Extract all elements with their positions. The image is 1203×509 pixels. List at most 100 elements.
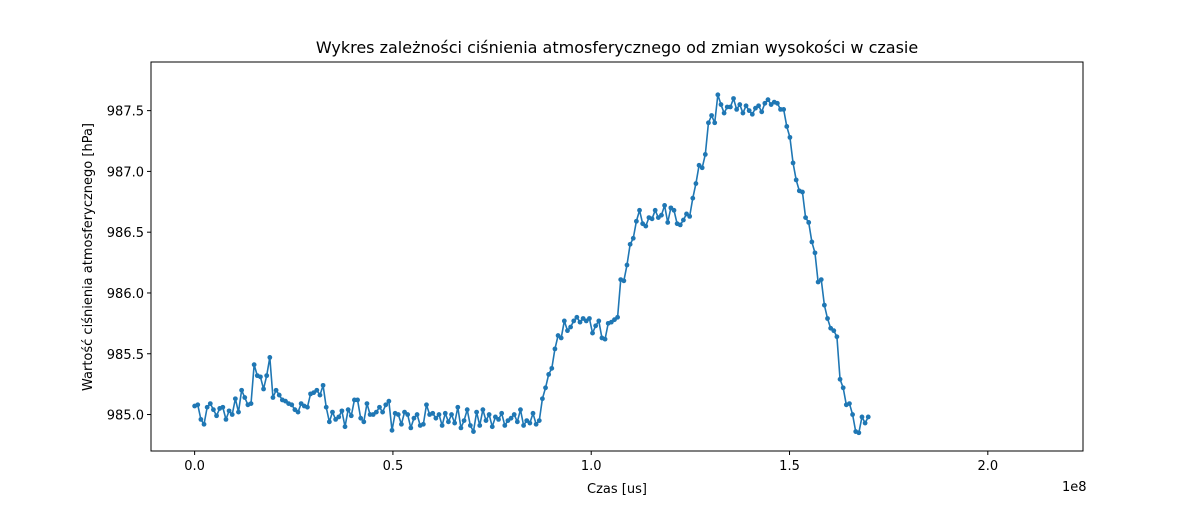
data-point	[408, 425, 414, 431]
data-point	[865, 414, 871, 420]
data-point	[452, 420, 458, 426]
x-tick-label: 2.0	[977, 459, 998, 474]
data-point	[339, 408, 345, 414]
data-point	[264, 373, 270, 379]
data-point	[342, 424, 348, 430]
data-point	[527, 420, 533, 426]
data-point	[508, 415, 514, 421]
data-point	[859, 414, 865, 420]
data-point	[759, 109, 765, 115]
data-point	[533, 421, 539, 427]
data-point	[395, 412, 401, 417]
data-point	[561, 318, 567, 324]
data-point	[521, 423, 526, 428]
data-point	[295, 409, 301, 415]
data-point	[715, 92, 721, 98]
data-point	[471, 429, 476, 434]
data-point	[709, 113, 714, 118]
data-point	[558, 335, 564, 341]
data-point	[386, 398, 392, 404]
data-point	[734, 107, 740, 112]
data-point	[305, 404, 310, 410]
data-point	[270, 395, 276, 400]
data-point	[320, 382, 326, 388]
data-point	[464, 407, 470, 413]
data-point	[671, 207, 677, 213]
data-point	[389, 427, 395, 433]
data-point	[424, 402, 429, 408]
data-point	[336, 414, 342, 420]
data-point	[712, 120, 718, 126]
data-point	[825, 316, 830, 321]
y-tick-label: 985.0	[107, 409, 144, 424]
data-point	[251, 362, 257, 368]
data-point	[226, 408, 232, 414]
data-point	[536, 418, 542, 424]
data-point	[261, 386, 266, 392]
data-point	[718, 102, 724, 107]
data-point	[474, 409, 480, 415]
data-point	[477, 423, 483, 428]
data-point	[662, 203, 667, 208]
data-point	[543, 385, 548, 391]
data-point	[837, 376, 843, 382]
data-point	[803, 215, 808, 221]
data-point	[821, 302, 827, 308]
data-point	[242, 395, 248, 400]
data-point	[624, 262, 630, 268]
data-point	[746, 108, 752, 114]
data-point	[430, 410, 436, 416]
data-point	[643, 223, 649, 229]
data-point	[856, 430, 862, 436]
data-point	[765, 97, 771, 103]
data-point	[568, 324, 573, 330]
data-point	[706, 120, 711, 126]
data-point	[574, 314, 580, 320]
x-axis-offset-label: 1e8	[1062, 480, 1087, 495]
data-point	[787, 134, 793, 140]
data-point	[577, 319, 583, 325]
data-point	[806, 220, 812, 225]
data-point	[687, 213, 693, 219]
data-point	[850, 412, 855, 417]
data-point	[621, 278, 627, 284]
data-point	[273, 387, 279, 393]
data-point	[549, 365, 555, 371]
data-point	[223, 416, 229, 422]
data-point	[458, 425, 464, 431]
data-point	[195, 402, 201, 408]
data-point	[326, 419, 332, 425]
data-point	[847, 401, 852, 406]
data-point	[727, 104, 733, 110]
data-point	[236, 409, 241, 415]
data-point	[602, 336, 608, 342]
data-point	[496, 416, 501, 422]
x-tick-label: 1.0	[581, 459, 602, 474]
data-series	[192, 92, 871, 436]
data-point	[774, 100, 780, 106]
series-line	[194, 94, 869, 434]
data-point	[690, 195, 696, 201]
data-point	[420, 421, 426, 427]
data-point	[201, 421, 207, 427]
data-point	[743, 103, 749, 109]
data-point	[486, 412, 492, 417]
data-point	[784, 124, 790, 129]
data-point	[358, 415, 364, 421]
data-point	[348, 413, 354, 419]
x-tick-label: 0.5	[383, 459, 404, 474]
data-point	[442, 410, 448, 416]
data-point	[461, 418, 467, 424]
data-point	[756, 103, 761, 109]
data-point	[502, 423, 508, 428]
data-point	[214, 413, 219, 419]
data-point	[565, 328, 570, 334]
data-point	[364, 401, 370, 406]
data-point	[762, 100, 768, 106]
data-point	[211, 407, 216, 413]
data-point	[652, 207, 658, 213]
data-point	[831, 328, 837, 334]
y-tick-label: 985.5	[107, 348, 144, 363]
data-point	[383, 402, 389, 408]
